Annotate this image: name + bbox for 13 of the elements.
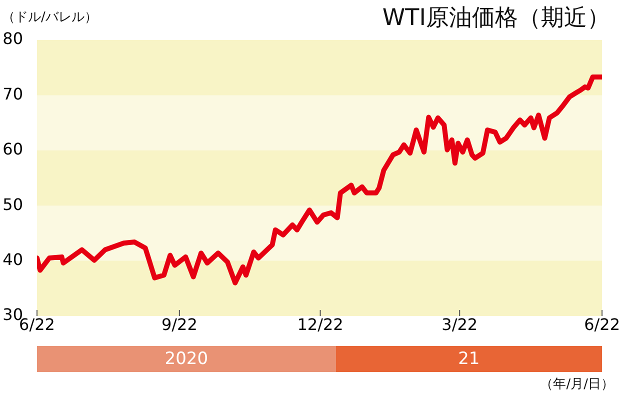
y-tick-label: 40	[2, 250, 23, 269]
y-tick-label: 70	[2, 84, 23, 104]
y-tick-label: 80	[2, 29, 23, 48]
year-strip: 2020 21	[37, 346, 602, 372]
x-tick-label: 12/22	[297, 314, 344, 334]
x-tick-label: 9/22	[161, 314, 198, 334]
y-tick-label: 50	[2, 194, 23, 214]
y-tick-label: 60	[2, 140, 23, 159]
y-axis-title: （ドル/バレル）	[2, 9, 98, 26]
x-tick-label: 3/22	[442, 314, 478, 334]
x-tick-label: 6/22	[584, 314, 620, 334]
x-axis-title: （年/月/日）	[540, 376, 614, 393]
chart-title: WTI原油価格（期近）	[382, 4, 610, 33]
